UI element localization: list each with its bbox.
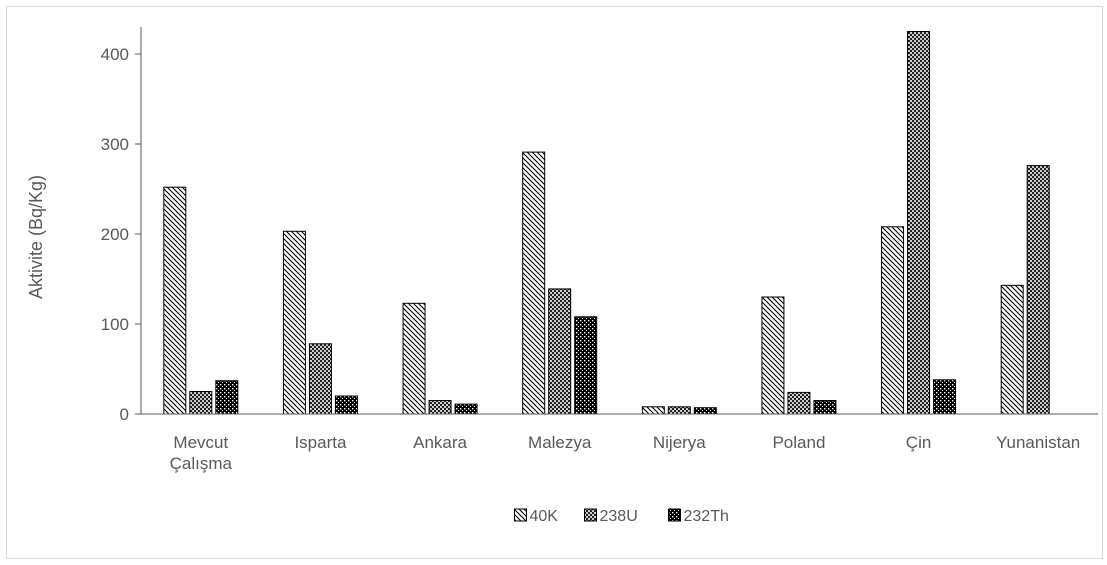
legend-swatch	[514, 508, 527, 522]
bar-232Th-0	[215, 380, 239, 415]
bar-40K-3	[522, 151, 546, 415]
x-category-label: Isparta	[294, 433, 347, 452]
bar-group	[522, 151, 598, 415]
legend-item-238U: 238U	[584, 508, 638, 525]
bar-40K-4	[641, 406, 665, 415]
bar-238U-1	[308, 343, 332, 415]
bars-group	[163, 31, 1050, 415]
bar-238U-5	[787, 391, 811, 415]
y-tick-label: 0	[120, 405, 129, 424]
bar-group	[641, 406, 717, 415]
bar-chart: Aktivite (Bq/Kg) 0 100 200 300 400 Mevcut Çal…	[26, 27, 1098, 525]
x-category-label: Malezya	[528, 433, 592, 452]
bar-238U-7	[1026, 165, 1050, 415]
bar-238U-0	[189, 391, 213, 415]
bar-40K-6	[881, 226, 905, 415]
bar-40K-1	[282, 230, 306, 415]
bar-40K-0	[163, 186, 187, 415]
bar-232Th-2	[454, 403, 478, 415]
y-tick-label: 400	[101, 45, 129, 64]
bar-232Th-4	[693, 407, 717, 415]
bar-232Th-1	[334, 395, 358, 415]
x-category-label: Ankara	[413, 433, 467, 452]
bar-238U-6	[907, 31, 931, 415]
bar-238U-4	[667, 406, 691, 415]
bar-40K-7	[1000, 284, 1024, 415]
y-tick-label: 300	[101, 135, 129, 154]
x-category-label: Nijerya	[653, 433, 706, 452]
y-tick-label: 200	[101, 225, 129, 244]
bar-group	[1000, 165, 1050, 415]
legend-swatch	[584, 508, 597, 522]
bar-232Th-5	[813, 400, 837, 415]
y-axis: 0 100 200 300 400	[101, 27, 142, 424]
x-category-label: Çalışma	[170, 454, 233, 473]
bar-40K-2	[402, 302, 426, 415]
bar-group	[282, 230, 358, 415]
legend-item-40K: 40K	[514, 508, 559, 525]
x-category-label: Mevcut	[173, 433, 228, 452]
y-tick-label: 100	[101, 315, 129, 334]
chart-container: Aktivite (Bq/Kg) 0 100 200 300 400 Mevcut Çal…	[6, 6, 1103, 559]
legend-label: 238U	[600, 508, 638, 525]
bar-238U-2	[428, 400, 452, 415]
legend-item-232Th: 232Th	[668, 508, 729, 525]
x-category-label: Yunanistan	[996, 433, 1080, 452]
bar-238U-3	[548, 288, 572, 415]
x-category-label: Poland	[772, 433, 825, 452]
legend-label: 40K	[530, 508, 559, 525]
x-axis: Mevcut Çalışma Isparta Ankara Malezya Nijerya…	[141, 413, 1098, 473]
legend-swatch	[668, 508, 681, 522]
bar-232Th-3	[574, 316, 598, 415]
legend: 40K 238U 232Th	[514, 508, 729, 525]
bar-group	[761, 296, 837, 415]
bar-232Th-6	[933, 379, 957, 415]
bar-group	[402, 302, 478, 415]
bar-group	[881, 31, 957, 415]
x-category-label: Çin	[906, 433, 932, 452]
bar-group	[163, 186, 239, 415]
legend-label: 232Th	[684, 508, 729, 525]
bar-40K-5	[761, 296, 785, 415]
y-axis-title: Aktivite (Bq/Kg)	[26, 175, 46, 299]
